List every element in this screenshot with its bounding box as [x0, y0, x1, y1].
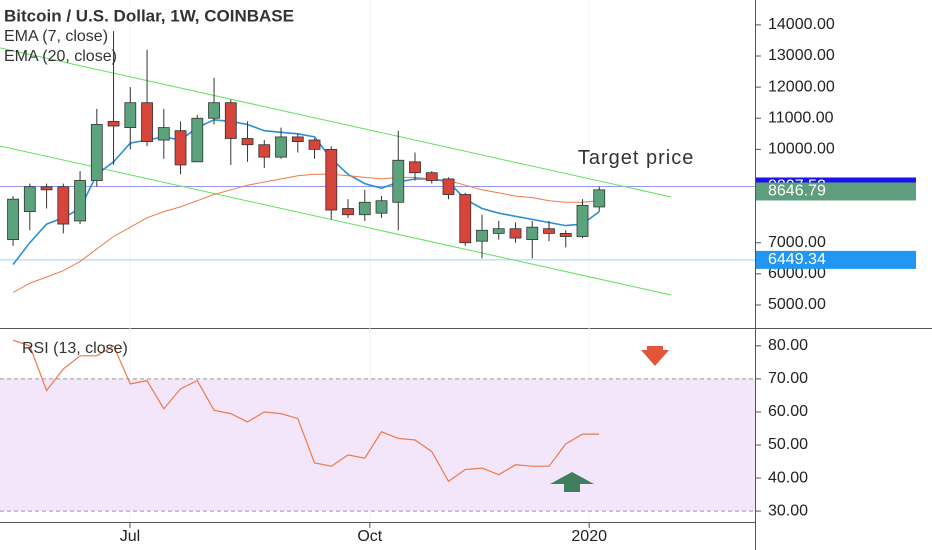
- up-arrow: [550, 472, 594, 484]
- candle-body: [275, 136, 287, 158]
- candle-body: [442, 178, 455, 195]
- y-tick-label: 50.00: [768, 436, 808, 453]
- candle-body: [107, 120, 120, 127]
- candle-body: [459, 194, 472, 244]
- candle-body: [342, 208, 354, 216]
- price-label: 6449.34: [768, 251, 826, 268]
- rsi-line: [12, 339, 600, 483]
- price-label-box: [756, 182, 916, 201]
- legend-ema20: EMA (20, close): [4, 48, 117, 65]
- y-tick-label: 70.00: [768, 370, 808, 387]
- candle-body: [576, 204, 589, 237]
- x-tick-label: Jul: [120, 528, 140, 545]
- y-tick-label: 30.00: [768, 502, 808, 519]
- ema-line: [12, 118, 600, 265]
- y-tick-label: 11000.00: [768, 109, 834, 126]
- candle-body: [325, 148, 338, 211]
- y-tick-label: 12000.00: [768, 78, 835, 95]
- y-tick-label: 13000.00: [768, 47, 835, 64]
- candle-body: [509, 228, 522, 239]
- plot: Jul Oct 2020 Target price 5000.00 6000.00 7000…: [0, 0, 916, 545]
- candle-body: [224, 102, 237, 139]
- candle-body: [476, 229, 488, 242]
- candle-body: [291, 136, 304, 142]
- candle-body: [308, 139, 321, 150]
- candle-body: [409, 161, 421, 174]
- y-tick-label: 10000.00: [768, 141, 835, 158]
- down-arrow: [641, 350, 669, 366]
- y-tick-label: 5000.00: [768, 296, 826, 313]
- candle-body: [191, 117, 204, 163]
- y-tick-label: 60.00: [768, 403, 808, 420]
- x-tick-label: Oct: [357, 528, 382, 545]
- candle-body: [425, 172, 438, 181]
- candle-body: [208, 102, 220, 119]
- candle-body: [7, 198, 19, 241]
- candle-body: [543, 228, 555, 234]
- y-tick-label: 80.00: [768, 337, 808, 354]
- candle-body: [157, 127, 170, 141]
- candle-body: [559, 232, 572, 237]
- ema-line: [12, 173, 600, 293]
- candle-body: [124, 102, 137, 128]
- candle-body: [74, 180, 86, 222]
- y-tick-label: 40.00: [768, 469, 808, 486]
- candle-body: [358, 201, 371, 216]
- y-tick-label: 14000.00: [768, 16, 835, 33]
- x-tick-label: 2020: [571, 528, 607, 545]
- candle-body: [526, 226, 539, 241]
- price-label-box: [756, 250, 916, 269]
- y-tick-label: 6000.00: [768, 265, 826, 282]
- down-arrow-stem: [647, 346, 663, 352]
- candle-body: [241, 138, 254, 146]
- trendline: [0, 47, 672, 198]
- legend-ema7: EMA (7, close): [4, 28, 108, 45]
- annotation: Target price: [578, 147, 695, 169]
- up-arrow-stem: [564, 484, 580, 492]
- candle-body: [174, 130, 187, 166]
- candle-body: [492, 228, 505, 234]
- candle-body: [593, 189, 606, 208]
- legend-rsi: RSI (13, close): [22, 340, 128, 357]
- candle-body: [258, 144, 271, 158]
- candle-body: [392, 159, 405, 203]
- trendline: [0, 145, 672, 296]
- chart-title: Bitcoin / U.S. Dollar, 1W, COINBASE: [4, 6, 294, 25]
- candle-body: [23, 186, 36, 213]
- y-tick-label: 7000.00: [768, 234, 826, 251]
- candle-body: [141, 102, 153, 142]
- candle-body: [40, 186, 53, 191]
- candle-body: [375, 200, 388, 214]
- price-label: 8646.79: [768, 183, 826, 200]
- rsi-band: [0, 378, 755, 512]
- candle-body: [57, 186, 70, 225]
- candle-body: [90, 124, 103, 181]
